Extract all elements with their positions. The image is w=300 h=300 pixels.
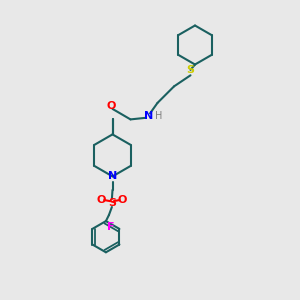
Text: O: O [97,195,106,205]
Text: H: H [155,111,163,122]
Text: S: S [187,65,194,75]
Text: N: N [108,171,117,182]
Text: O: O [106,101,116,111]
Text: S: S [108,197,116,208]
Text: F: F [107,222,115,233]
Text: N: N [144,111,153,122]
Text: O: O [118,195,127,205]
